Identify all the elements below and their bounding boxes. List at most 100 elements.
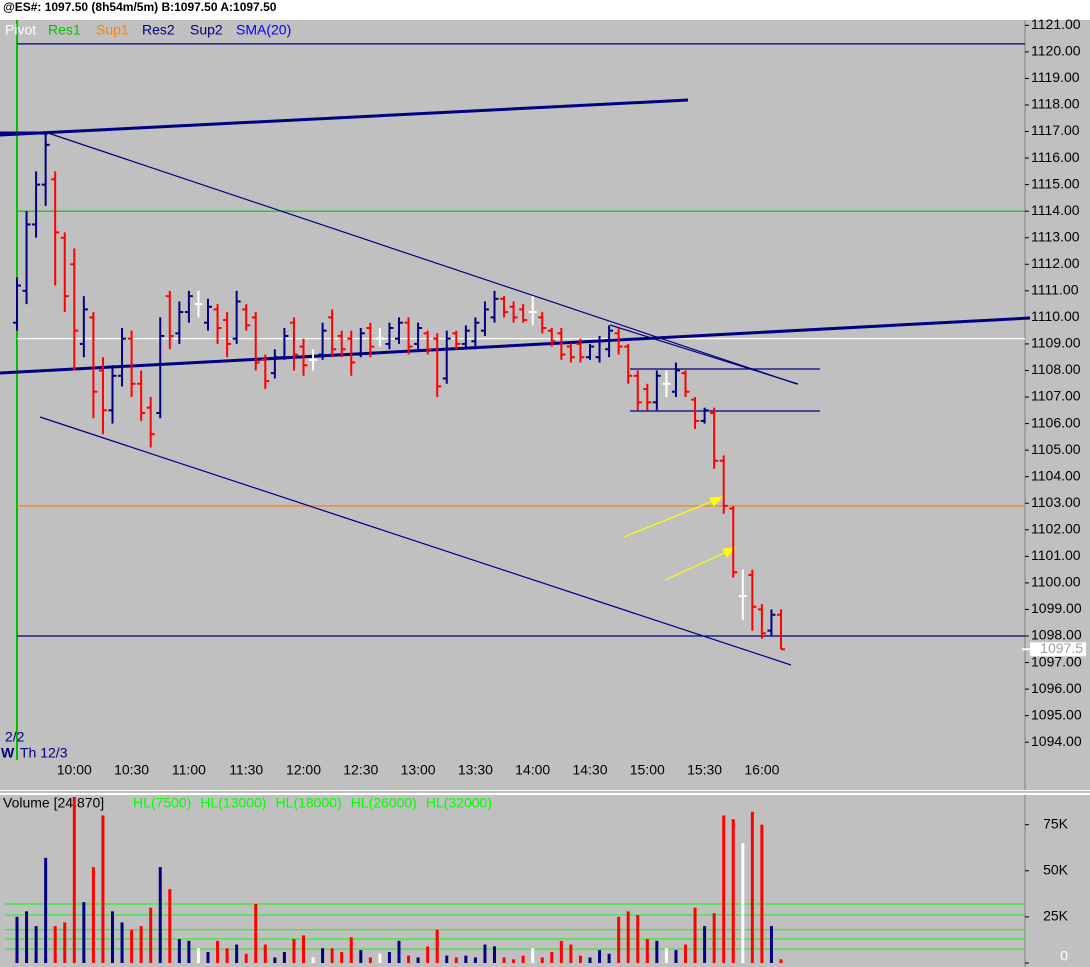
volume-bar (311, 957, 315, 963)
y-tick-label: 1115.00 (1031, 175, 1080, 191)
volume-bar (559, 940, 563, 963)
volume-bar (502, 957, 506, 963)
volume-bar (655, 940, 659, 963)
volume-bar (340, 951, 344, 963)
trend-lines (0, 98, 1031, 666)
volume-tick-label: 75K (1043, 815, 1069, 831)
volume-bar (387, 951, 391, 963)
levels (17, 43, 1025, 637)
volume-bar (731, 819, 735, 963)
volume-bar (302, 935, 305, 963)
hl-label: HL(26000) (351, 795, 417, 811)
volume-bar (693, 907, 697, 963)
y-tick-label: 1095.00 (1031, 706, 1082, 722)
volume-bar (101, 815, 105, 963)
volume-panel (0, 795, 1090, 967)
volume-bar (378, 953, 382, 963)
trend-line (39, 416, 792, 666)
y-tick-label: 1099.00 (1031, 600, 1082, 616)
volume-bar (120, 922, 124, 963)
volume-bar (158, 867, 162, 963)
volume-bar (15, 916, 19, 963)
volume-bar (569, 944, 573, 963)
volume-bar (722, 815, 726, 963)
volume-bar (82, 902, 86, 963)
hl-label: HL(18000) (276, 795, 342, 811)
volume-bar (263, 944, 267, 963)
volume-bar (44, 857, 48, 963)
volume-label: Volume [24,870] (3, 795, 104, 811)
x-tick-label: 10:30 (114, 762, 149, 778)
volume-bar (349, 937, 353, 963)
arrow (623, 498, 719, 538)
y-tick-label: 1104.00 (1031, 467, 1081, 483)
y-tick-label: 1101.00 (1031, 547, 1081, 563)
volume-bar (674, 950, 678, 963)
volume-bar (617, 916, 621, 963)
arrow (664, 549, 732, 581)
volume-bar (254, 903, 258, 963)
volume-bar (703, 926, 707, 963)
volume-bar (368, 957, 372, 963)
y-tick-label: 1119.00 (1031, 69, 1080, 85)
last-price-tag (1030, 642, 1086, 657)
y-tick-label: 1111.00 (1031, 282, 1079, 298)
volume-bar (177, 939, 181, 963)
volume-bar (454, 957, 458, 963)
trend-line (0, 316, 1031, 375)
header-band (0, 0, 1090, 20)
volume-bar (282, 951, 286, 963)
y-tick-label: 1096.00 (1031, 680, 1082, 696)
y-tick-label: 1114.00 (1031, 202, 1080, 218)
legend-entry: Res2 (142, 22, 175, 38)
x-tick-label: 14:00 (515, 762, 550, 778)
x-tick-label: 10:00 (57, 762, 92, 778)
date-label: W (1, 745, 15, 761)
y-tick-label: 1116.00 (1031, 149, 1080, 165)
volume-bar (550, 951, 554, 963)
volume-bar (645, 939, 649, 963)
volume-bar (63, 922, 67, 963)
volume-bar (149, 907, 153, 963)
volume-bar (664, 948, 668, 963)
volume-bar (244, 953, 248, 963)
volume-bar (779, 959, 783, 963)
volume-bar (168, 889, 172, 963)
volume-bar (72, 797, 76, 963)
y-tick-label: 1120.00 (1031, 43, 1081, 59)
x-tick-label: 14:30 (572, 762, 607, 778)
hl-label: HL(7500) (133, 795, 191, 811)
x-tick-label: 16:00 (744, 762, 779, 778)
volume-bar (521, 955, 525, 963)
y-tick-label: 1103.00 (1031, 494, 1081, 510)
volume-bar (225, 948, 229, 963)
volume-bar (473, 957, 477, 963)
y-tick-label: 1117.00 (1031, 122, 1080, 138)
volume-bar (139, 926, 143, 963)
volume-bar (321, 948, 325, 963)
arrows (623, 496, 737, 581)
volume-bar (426, 946, 430, 963)
x-tick-label: 12:30 (343, 762, 378, 778)
volume-bar (512, 959, 516, 963)
y-tick-label: 1110.00 (1031, 308, 1080, 324)
volume-bar (760, 824, 764, 963)
volume-tick-label: 0 (1060, 948, 1068, 964)
y-tick-label: 1100.00 (1031, 574, 1081, 590)
legend-entry: Sup1 (96, 22, 129, 38)
volume-bar (216, 940, 220, 963)
legend-entry: Sup2 (190, 22, 223, 38)
volume-bar (712, 913, 716, 963)
volume-bar (435, 929, 439, 963)
legend-entry: Pivot (5, 22, 36, 38)
y-tick-label: 1105.00 (1031, 441, 1081, 457)
volume-bar (34, 926, 38, 963)
y-tick-label: 1094.00 (1031, 733, 1082, 749)
volume-bar (407, 955, 411, 963)
trend-line (47, 132, 798, 385)
y-tick-label: 1112.00 (1031, 255, 1080, 271)
volume-bar (483, 944, 487, 963)
x-tick-label: 13:30 (458, 762, 493, 778)
